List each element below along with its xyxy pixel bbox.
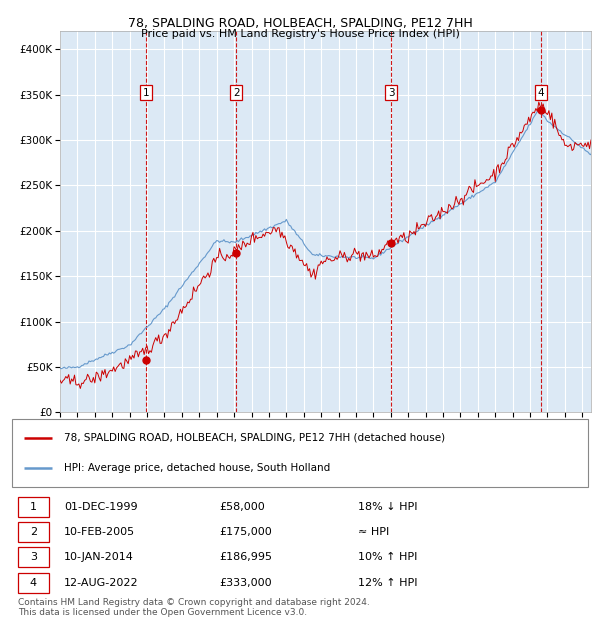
Text: Price paid vs. HM Land Registry's House Price Index (HPI): Price paid vs. HM Land Registry's House … bbox=[140, 29, 460, 38]
Text: 18% ↓ HPI: 18% ↓ HPI bbox=[358, 502, 417, 512]
Text: 10-FEB-2005: 10-FEB-2005 bbox=[64, 527, 135, 537]
FancyBboxPatch shape bbox=[12, 418, 588, 487]
Text: 78, SPALDING ROAD, HOLBEACH, SPALDING, PE12 7HH: 78, SPALDING ROAD, HOLBEACH, SPALDING, P… bbox=[128, 17, 472, 30]
FancyBboxPatch shape bbox=[18, 522, 49, 542]
Text: 2: 2 bbox=[30, 527, 37, 537]
Text: 12% ↑ HPI: 12% ↑ HPI bbox=[358, 578, 417, 588]
Text: 4: 4 bbox=[538, 88, 544, 98]
FancyBboxPatch shape bbox=[18, 497, 49, 516]
Text: Contains HM Land Registry data © Crown copyright and database right 2024.
This d: Contains HM Land Registry data © Crown c… bbox=[18, 598, 370, 617]
Text: £186,995: £186,995 bbox=[220, 552, 272, 562]
Text: 01-DEC-1999: 01-DEC-1999 bbox=[64, 502, 137, 512]
Text: 4: 4 bbox=[30, 578, 37, 588]
Text: £333,000: £333,000 bbox=[220, 578, 272, 588]
Text: 10% ↑ HPI: 10% ↑ HPI bbox=[358, 552, 417, 562]
Text: 3: 3 bbox=[30, 552, 37, 562]
FancyBboxPatch shape bbox=[18, 572, 49, 593]
Text: £175,000: £175,000 bbox=[220, 527, 272, 537]
Text: HPI: Average price, detached house, South Holland: HPI: Average price, detached house, Sout… bbox=[64, 463, 330, 472]
Text: 3: 3 bbox=[388, 88, 395, 98]
FancyBboxPatch shape bbox=[18, 547, 49, 567]
Text: 1: 1 bbox=[142, 88, 149, 98]
Text: 1: 1 bbox=[30, 502, 37, 512]
Text: 12-AUG-2022: 12-AUG-2022 bbox=[64, 578, 139, 588]
Text: 10-JAN-2014: 10-JAN-2014 bbox=[64, 552, 134, 562]
Text: £58,000: £58,000 bbox=[220, 502, 265, 512]
Text: ≈ HPI: ≈ HPI bbox=[358, 527, 389, 537]
Text: 78, SPALDING ROAD, HOLBEACH, SPALDING, PE12 7HH (detached house): 78, SPALDING ROAD, HOLBEACH, SPALDING, P… bbox=[64, 433, 445, 443]
Text: 2: 2 bbox=[233, 88, 239, 98]
